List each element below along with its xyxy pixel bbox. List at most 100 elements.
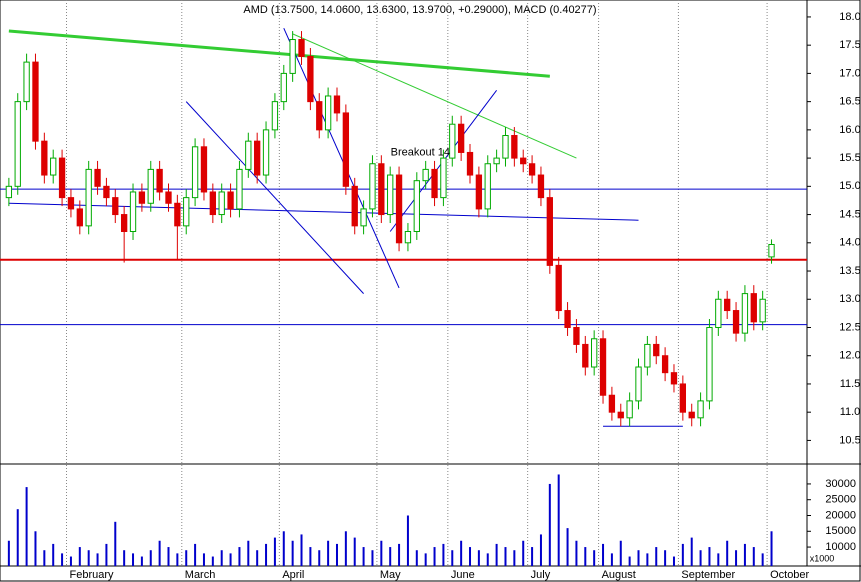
volume-bar	[389, 547, 392, 566]
volume-bar	[69, 556, 72, 566]
candle-body	[23, 61, 30, 103]
candle-body	[333, 95, 341, 114]
candle-body	[679, 383, 687, 413]
volume-bar	[220, 550, 223, 566]
y-tick-label: 12.5	[839, 321, 860, 333]
candle-body	[378, 163, 385, 216]
candle-body	[484, 163, 491, 210]
candle-body	[573, 326, 580, 345]
y-tick-label: 11.0	[840, 406, 861, 418]
volume-bar	[149, 550, 152, 566]
volume-bar	[176, 553, 179, 566]
volume-bar	[584, 547, 587, 566]
y-tick-label: 17.0	[839, 67, 860, 79]
candle-body	[120, 214, 128, 232]
candle-body	[307, 55, 314, 103]
candle-body	[41, 140, 48, 176]
candle-body	[58, 157, 66, 199]
volume-bar	[406, 515, 409, 566]
candle-body	[404, 231, 412, 244]
volume-bar	[469, 547, 472, 566]
x-tick-label: April	[282, 569, 304, 581]
volume-bar	[433, 547, 436, 566]
candle-body	[165, 191, 172, 204]
chart-title: AMD (13.7500, 14.0600, 13.6300, 13.9700,…	[243, 4, 596, 16]
volume-bar	[593, 550, 596, 566]
candle-body	[688, 411, 695, 419]
volume-bar	[25, 487, 28, 566]
volume-bar	[424, 553, 427, 566]
y-tick-label: 18.0	[839, 11, 860, 23]
volume-bar	[335, 543, 338, 566]
volume-bar	[522, 540, 525, 566]
annotation: Breakout 14	[391, 146, 450, 158]
candle-body	[289, 39, 296, 74]
candle-body	[342, 112, 350, 187]
volume-bar	[282, 531, 285, 566]
candle-body	[14, 101, 21, 187]
volume-bar	[531, 547, 534, 566]
y-tick-label: 14.0	[839, 237, 860, 249]
candle-body	[653, 343, 660, 357]
candle-body	[245, 140, 252, 170]
volume-bar	[185, 550, 188, 566]
candle-body	[324, 95, 332, 131]
candle-body	[413, 180, 420, 232]
volume-bar	[415, 550, 418, 566]
x-tick-label: July	[531, 569, 551, 581]
candle-body	[591, 338, 598, 368]
volume-bar	[380, 540, 383, 566]
volume-bar	[140, 556, 143, 566]
candle-body	[697, 400, 704, 419]
y-tick-label: 16.0	[839, 124, 860, 136]
candle-body	[174, 202, 181, 227]
x-tick-label: September	[681, 569, 735, 581]
candle-body	[85, 168, 92, 227]
volume-bar	[610, 553, 613, 566]
y-tick-label: 15.5	[839, 152, 860, 164]
volume-bar	[265, 543, 268, 566]
volume-bar	[327, 540, 330, 566]
candle-body	[537, 174, 545, 199]
candle-body	[546, 197, 553, 266]
y-tick-label: 13.5	[839, 265, 860, 277]
candle-body	[759, 298, 766, 323]
volume-bar	[353, 537, 356, 566]
candle-body	[156, 168, 163, 193]
candle-body	[732, 310, 740, 334]
volume-bar	[460, 540, 463, 566]
volume-bar	[344, 531, 347, 566]
volume-bar	[708, 547, 711, 566]
volume-bar	[495, 543, 498, 566]
y-tick-label: 11.5	[840, 378, 861, 390]
candle-body	[147, 168, 154, 204]
volume-bar	[726, 540, 729, 566]
volume-bar	[637, 550, 640, 566]
volume-bar	[229, 553, 232, 566]
x-tick-label: February	[70, 569, 115, 581]
candle-body	[626, 400, 633, 419]
candle-body	[582, 343, 589, 368]
y-tick-label: 10.5	[839, 434, 860, 446]
volume-bar	[43, 550, 46, 566]
candle-body	[724, 298, 731, 312]
volume-bar	[61, 553, 64, 566]
candle-body	[298, 39, 305, 57]
candle-body	[227, 191, 234, 210]
candle-body	[32, 61, 39, 142]
volume-bar	[87, 550, 90, 566]
volume-bar	[398, 543, 401, 566]
candle-body	[555, 264, 562, 312]
candle-body	[67, 197, 75, 210]
volume-bar	[735, 550, 738, 566]
volume-bar	[646, 553, 649, 566]
volume-bar	[690, 537, 693, 566]
trendline	[8, 29, 550, 78]
candle-body	[209, 191, 216, 216]
candle-body	[617, 411, 624, 419]
candle-body	[768, 243, 775, 258]
volume-bar	[78, 547, 81, 566]
volume-tick-label: 10000	[825, 541, 856, 553]
